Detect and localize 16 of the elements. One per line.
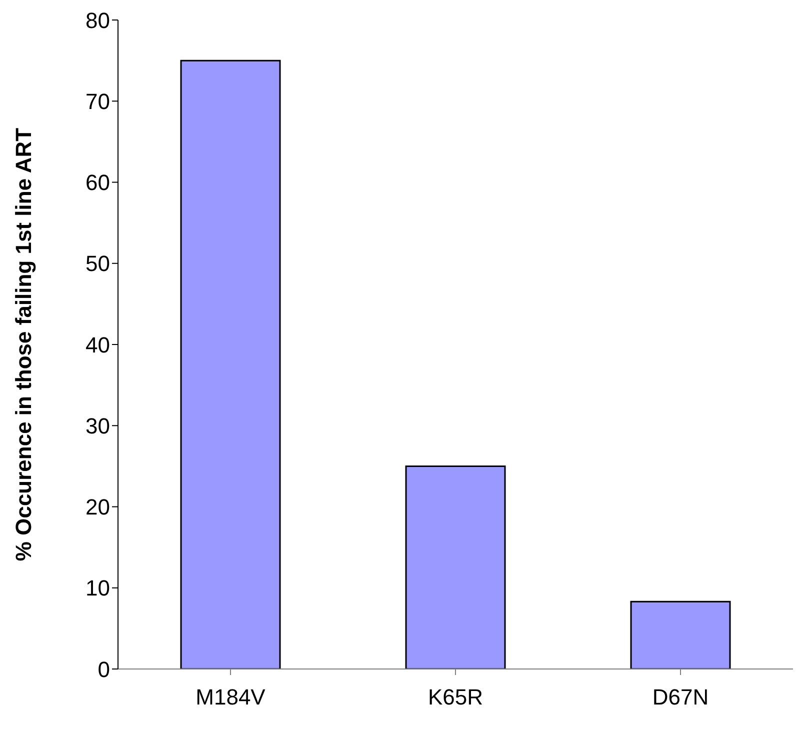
y-tick-label: 50	[86, 251, 110, 276]
y-tick-label: 20	[86, 494, 110, 520]
y-tick-label: 80	[86, 8, 110, 33]
y-tick-label: 10	[86, 576, 110, 601]
y-tick-label: 0	[98, 656, 110, 682]
bar	[180, 60, 281, 669]
bar	[405, 465, 506, 669]
y-axis-title: % Occurence in those failing 1st line ART	[10, 127, 36, 562]
x-tick-label: M184V	[196, 684, 266, 710]
y-tick-label: 60	[86, 170, 110, 196]
y-tick-label: 70	[86, 88, 110, 114]
bar	[630, 600, 731, 669]
y-tick-label: 40	[86, 332, 110, 358]
y-tick-label: 30	[86, 413, 110, 438]
x-tick-label: K65R	[428, 684, 484, 710]
x-tick-label: D67N	[652, 684, 709, 710]
